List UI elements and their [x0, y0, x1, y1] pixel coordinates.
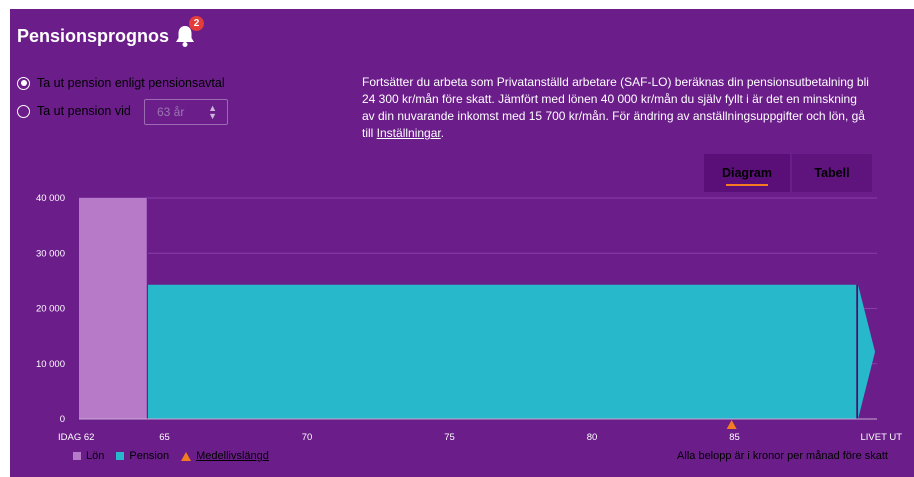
- y-tick-label: 30 000: [36, 248, 65, 259]
- select-arrows-icon: ▲ ▼: [208, 103, 217, 121]
- bell-icon[interactable]: [174, 24, 196, 48]
- y-tick-label: 0: [60, 414, 65, 425]
- radio-pension-agreement-label: Ta ut pension enligt pensionsavtal: [37, 76, 225, 90]
- legend-item-pension: Pension: [116, 450, 169, 462]
- pension-continuation-arrow: [858, 284, 876, 419]
- legend-lon-label: Lön: [86, 450, 105, 462]
- x-tick-label: 85: [729, 432, 740, 443]
- y-tick-label: 20 000: [36, 304, 65, 315]
- x-tick-label: 65: [159, 432, 170, 443]
- lon-swatch-icon: [73, 452, 81, 460]
- x-tick-label: 70: [302, 432, 313, 443]
- currency-footnote: Alla belopp är i kronor per månad före s…: [677, 450, 888, 462]
- tab-diagram[interactable]: Diagram: [704, 154, 790, 192]
- triangle-icon: [181, 451, 192, 461]
- settings-link[interactable]: Inställningar: [376, 126, 441, 140]
- forecast-description: Fortsätter du arbeta som Privatanställd …: [362, 74, 872, 142]
- chart-legend: Lön Pension Medellivslängd: [73, 450, 281, 462]
- radio-checked-icon[interactable]: [17, 76, 30, 90]
- legend-item-lon: Lön: [73, 450, 104, 462]
- legend-item-medellivslangd[interactable]: Medellivslängd: [181, 450, 269, 462]
- life-expectancy-marker: [726, 420, 737, 429]
- notification-badge: 2: [189, 16, 204, 31]
- forecast-text: Fortsätter du arbeta som Privatanställd …: [362, 75, 869, 140]
- widget-title: Pensionsprognos: [17, 26, 170, 46]
- y-tick-label: 40 000: [36, 193, 65, 204]
- x-tick-label: IDAG 62: [58, 432, 94, 443]
- forecast-suffix: .: [440, 126, 445, 140]
- view-tabs: Diagram Tabell: [704, 154, 872, 192]
- x-tick-label: LIVET UT: [860, 432, 902, 443]
- radio-pension-agreement[interactable]: Ta ut pension enligt pensionsavtal: [17, 76, 225, 90]
- x-tick-label: 80: [587, 432, 598, 443]
- y-tick-label: 10 000: [36, 359, 65, 370]
- legend-pension-label: Pension: [129, 450, 170, 462]
- radio-pension-age[interactable]: Ta ut pension vid: [17, 104, 131, 118]
- radio-pension-age-label: Ta ut pension vid: [37, 104, 131, 118]
- x-tick-label: 75: [444, 432, 455, 443]
- age-select[interactable]: 63 år ▲ ▼: [144, 99, 228, 125]
- tab-tabell[interactable]: Tabell: [792, 154, 872, 192]
- legend-medellivslangd-label[interactable]: Medellivslängd: [196, 450, 269, 462]
- series-lon-area: [79, 198, 148, 419]
- radio-unchecked-icon[interactable]: [17, 104, 30, 118]
- series-pension-area: [147, 284, 858, 419]
- age-select-value: 63 år: [157, 105, 185, 119]
- pension-swatch-icon: [116, 452, 125, 460]
